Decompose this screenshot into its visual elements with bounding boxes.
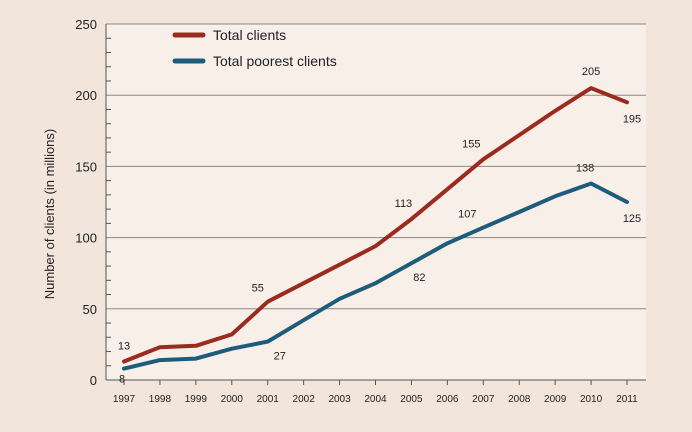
series-line-1 <box>122 181 629 371</box>
data-label: 138 <box>576 162 594 174</box>
series-lines <box>122 86 629 371</box>
data-labels: 13 55 113 155 205 195 8 27 82 107 138 125 <box>118 66 641 386</box>
x-tick-label-2002: 2002 <box>293 394 316 405</box>
data-label: 107 <box>458 209 476 221</box>
y-tick-label-200: 200 <box>75 88 97 103</box>
x-tick-label-1997: 1997 <box>113 394 136 405</box>
x-tick-label-2006: 2006 <box>436 394 459 405</box>
x-tick-label-2007: 2007 <box>472 394 495 405</box>
x-tick-label-2003: 2003 <box>328 394 351 405</box>
data-label: 205 <box>582 66 600 78</box>
x-tick-label-2009: 2009 <box>544 394 567 405</box>
y-axis-label: Number of clients (in millions) <box>42 129 57 300</box>
y-tick-label-0: 0 <box>90 373 97 388</box>
data-label: 195 <box>623 113 641 125</box>
y-tick-label-50: 50 <box>83 302 97 317</box>
data-label: 125 <box>623 213 641 225</box>
x-tick-label-2000: 2000 <box>221 394 244 405</box>
x-tick-label-2004: 2004 <box>364 394 387 405</box>
y-tick-label-150: 150 <box>75 159 97 174</box>
y-tick-label-250: 250 <box>75 17 97 32</box>
data-label: 82 <box>413 272 425 284</box>
x-tick-label-2011: 2011 <box>616 394 638 405</box>
series-line-0 <box>122 86 629 364</box>
legend-label-0: Total clients <box>213 27 286 43</box>
data-label: 13 <box>118 340 130 352</box>
data-label: 27 <box>274 351 286 363</box>
grid-lines <box>106 23 646 310</box>
data-label: 113 <box>395 198 413 210</box>
x-tick-label-2005: 2005 <box>400 394 423 405</box>
plot-area <box>106 24 646 380</box>
y-tick-label-100: 100 <box>75 231 97 246</box>
data-label: 155 <box>462 138 480 150</box>
axes: 0 50 100 150 200 250 1997 1998 1999 2000 2001 2002 2… <box>75 17 646 405</box>
x-tick-label-2008: 2008 <box>508 394 531 405</box>
x-tick-label-1999: 1999 <box>185 394 208 405</box>
x-tick-label-2001: 2001 <box>257 394 280 405</box>
legend: Total clients Total poorest clients <box>172 27 337 69</box>
data-label: 8 <box>119 374 125 386</box>
legend-label-1: Total poorest clients <box>213 53 337 69</box>
x-tick-label-1998: 1998 <box>149 394 172 405</box>
data-label: 55 <box>252 283 264 295</box>
x-tick-label-2010: 2010 <box>580 394 603 405</box>
